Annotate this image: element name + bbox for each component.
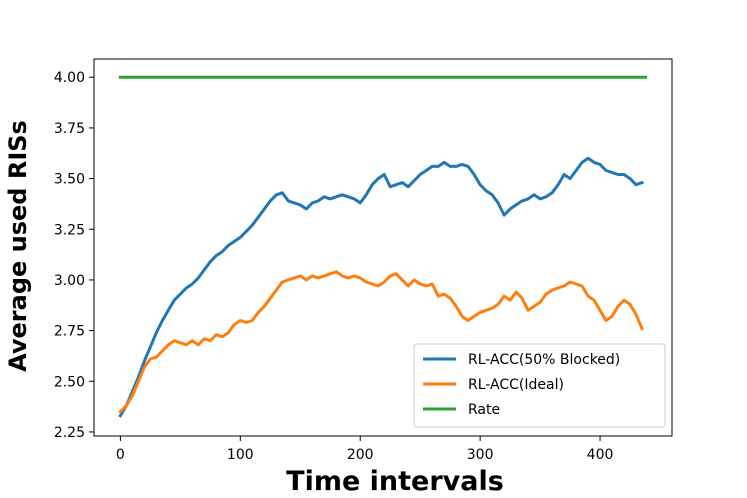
y-tick-label: 3.75 xyxy=(54,121,85,137)
legend-box xyxy=(413,343,666,428)
x-tick-label: 100 xyxy=(227,447,254,463)
x-tick-label: 200 xyxy=(347,447,374,463)
x-axis: 0 100 200 300 400 xyxy=(116,436,613,463)
y-tick-label: 2.25 xyxy=(54,425,85,441)
x-tick-label: 400 xyxy=(587,447,614,463)
y-axis: 2.25 2.50 2.75 3.00 3.25 3.50 3.75 4.00 xyxy=(54,70,94,441)
legend-label-0: RL-ACC(50% Blocked) xyxy=(468,352,620,368)
x-tick-label: 300 xyxy=(467,447,494,463)
x-tick-label: 0 xyxy=(116,447,125,463)
y-tick-label: 2.50 xyxy=(54,374,85,390)
y-tick-label: 3.00 xyxy=(54,273,85,289)
y-axis-title: Average used RISs xyxy=(4,120,32,372)
y-tick-label: 2.75 xyxy=(54,324,85,340)
y-tick-label: 3.25 xyxy=(54,222,85,238)
legend: RL-ACC(50% Blocked) RL-ACC(Ideal) Rate xyxy=(413,343,666,428)
y-tick-label: 3.50 xyxy=(54,172,85,188)
series-line-0 xyxy=(118,156,644,418)
series-layer xyxy=(118,75,648,418)
plot-frame xyxy=(93,58,673,437)
y-tick-label: 4.00 xyxy=(54,70,85,86)
x-axis-title: Time intervals xyxy=(286,466,504,497)
series-line-1 xyxy=(118,270,644,414)
legend-label-2: Rate xyxy=(468,402,500,418)
legend-label-1: RL-ACC(Ideal) xyxy=(468,377,564,393)
